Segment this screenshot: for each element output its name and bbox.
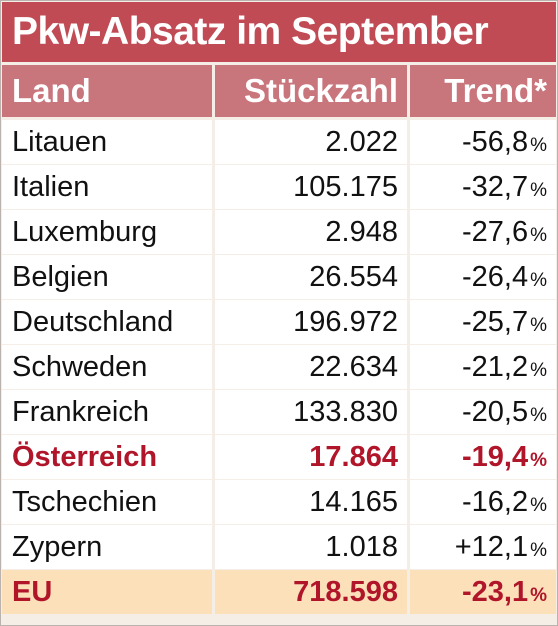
trend-value: +12,1 xyxy=(454,531,529,563)
country-cell: Belgien xyxy=(2,255,212,299)
trend-value: -16,2 xyxy=(461,486,529,518)
table-row: Luxemburg 2.948 -27,6% xyxy=(2,210,556,254)
trend-cell: -16,2% xyxy=(410,480,556,524)
units-cell: 718.598 xyxy=(215,570,407,614)
table-row: Österreich 17.864 -19,4% xyxy=(2,435,556,479)
units-cell: 17.864 xyxy=(215,435,407,479)
table-row: Belgien 26.554 -26,4% xyxy=(2,255,556,299)
table-row: Litauen 2.022 -56,8% xyxy=(2,120,556,164)
units-cell: 2.948 xyxy=(215,210,407,254)
trend-cell: -56,8% xyxy=(410,120,556,164)
units-cell: 22.634 xyxy=(215,345,407,389)
table-body: Litauen 2.022 -56,8% Italien 105.175 -32,7% Lu… xyxy=(2,120,556,615)
trend-value: -20,5 xyxy=(461,396,529,428)
header-row: Land Stückzahl Trend* xyxy=(2,65,556,117)
country-cell: Zypern xyxy=(2,525,212,569)
table-row: Tschechien 14.165 -16,2% xyxy=(2,480,556,524)
trend-value: -19,4 xyxy=(461,441,529,473)
table-row: Deutschland 196.972 -25,7% xyxy=(2,300,556,344)
country-cell: Deutschland xyxy=(2,300,212,344)
trend-value: -27,6 xyxy=(461,216,529,248)
country-cell: Frankreich xyxy=(2,390,212,434)
units-cell: 1.018 xyxy=(215,525,407,569)
country-cell: Litauen xyxy=(2,120,212,164)
percent-unit: % xyxy=(530,495,547,516)
country-cell: Italien xyxy=(2,165,212,209)
percent-unit: % xyxy=(530,225,547,246)
percent-unit: % xyxy=(530,360,547,381)
percent-unit: % xyxy=(530,540,547,561)
trend-cell: +12,1% xyxy=(410,525,556,569)
column-header-land: Land xyxy=(2,65,212,117)
table-row: Italien 105.175 -32,7% xyxy=(2,165,556,209)
country-cell: Luxemburg xyxy=(2,210,212,254)
percent-unit: % xyxy=(530,135,547,156)
trend-cell: -26,4% xyxy=(410,255,556,299)
trend-cell: -27,6% xyxy=(410,210,556,254)
trend-cell: -25,7% xyxy=(410,300,556,344)
column-header-stueckzahl: Stückzahl xyxy=(215,65,407,117)
table-row: Frankreich 133.830 -20,5% xyxy=(2,390,556,434)
trend-value: -26,4 xyxy=(461,261,529,293)
units-cell: 196.972 xyxy=(215,300,407,344)
trend-cell: -32,7% xyxy=(410,165,556,209)
percent-unit: % xyxy=(530,315,547,336)
country-cell: Schweden xyxy=(2,345,212,389)
country-cell: Tschechien xyxy=(2,480,212,524)
table-title: Pkw-Absatz im September xyxy=(2,2,556,62)
units-cell: 2.022 xyxy=(215,120,407,164)
percent-unit: % xyxy=(530,180,547,201)
total-row: EU 718.598 -23,1% xyxy=(2,570,556,614)
column-header-trend: Trend* xyxy=(410,65,556,117)
trend-cell: -21,2% xyxy=(410,345,556,389)
trend-cell: -20,5% xyxy=(410,390,556,434)
percent-unit: % xyxy=(530,585,547,606)
trend-value: -23,1 xyxy=(461,576,529,608)
table-row: Zypern 1.018 +12,1% xyxy=(2,525,556,569)
units-cell: 26.554 xyxy=(215,255,407,299)
trend-value: -21,2 xyxy=(461,351,529,383)
units-cell: 14.165 xyxy=(215,480,407,524)
table-row: Schweden 22.634 -21,2% xyxy=(2,345,556,389)
country-cell: EU xyxy=(2,570,212,614)
percent-unit: % xyxy=(530,270,547,291)
trend-cell: -19,4% xyxy=(410,435,556,479)
units-cell: 105.175 xyxy=(215,165,407,209)
trend-value: -25,7 xyxy=(461,306,529,338)
trend-value: -56,8 xyxy=(461,126,529,158)
percent-unit: % xyxy=(530,405,547,426)
trend-cell: -23,1% xyxy=(410,570,556,614)
trend-value: -32,7 xyxy=(461,171,529,203)
percent-unit: % xyxy=(530,450,547,471)
units-cell: 133.830 xyxy=(215,390,407,434)
country-cell: Österreich xyxy=(2,435,212,479)
